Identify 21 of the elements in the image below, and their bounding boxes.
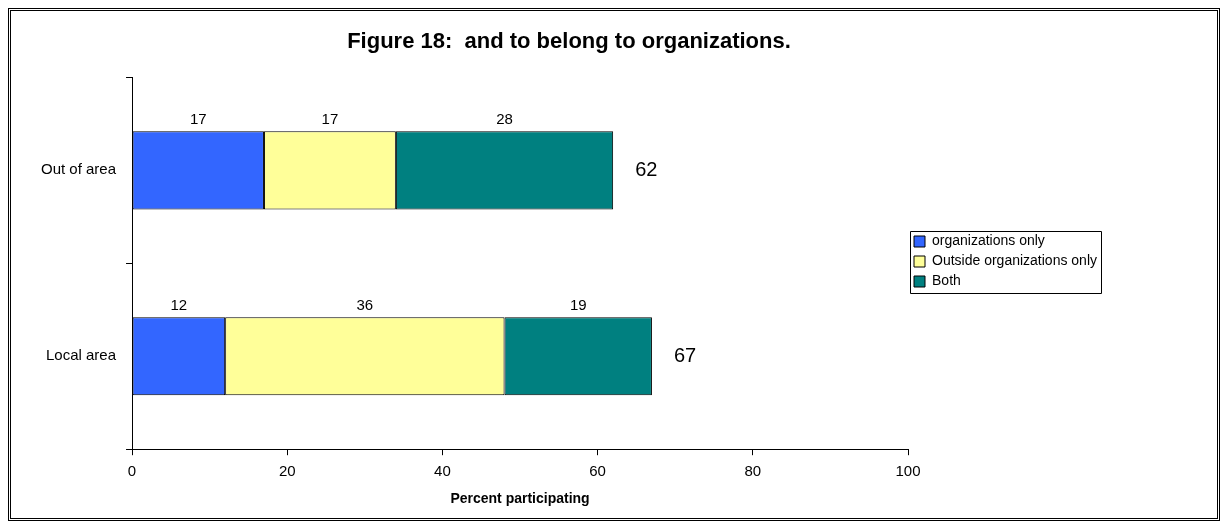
data-label: 17 xyxy=(189,110,207,128)
data-label: 19 xyxy=(569,296,587,314)
data-label: 28 xyxy=(496,110,513,128)
y-tick-label: Out of area xyxy=(41,160,117,178)
x-tick-label: 20 xyxy=(278,462,296,480)
data-label: 36 xyxy=(356,296,374,314)
x-tick-label: 60 xyxy=(589,462,606,480)
x-tick-label: 80 xyxy=(744,462,762,480)
total-label: 67 xyxy=(673,343,697,366)
legend-label: organizations only xyxy=(932,232,1045,249)
chart-title: Figure 18: and to belong to organizations. xyxy=(347,28,791,54)
data-label: 17 xyxy=(321,110,339,128)
x-tick-label: 0 xyxy=(127,462,137,480)
x-axis-title: Percent participating xyxy=(450,490,590,507)
data-label: 12 xyxy=(170,296,188,314)
total-label: 62 xyxy=(635,157,658,180)
x-tick-label: 100 xyxy=(895,462,921,480)
legend-label: Both xyxy=(932,272,961,289)
y-tick-label: Local area xyxy=(45,346,117,364)
x-tick-label: 40 xyxy=(434,462,451,480)
legend-label: Outside organizations only xyxy=(932,252,1098,269)
